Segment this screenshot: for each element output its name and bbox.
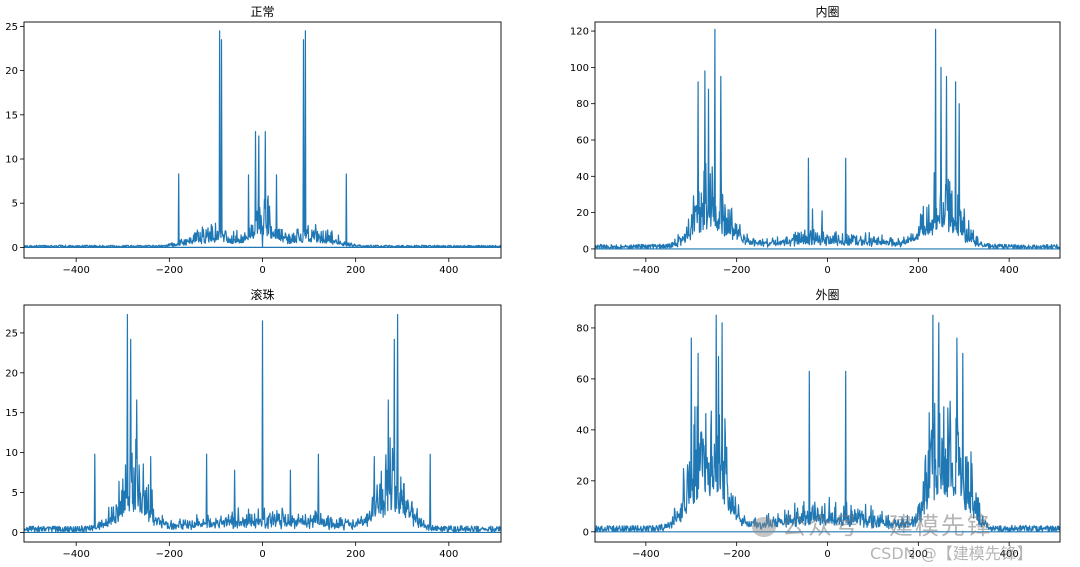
x-tick-label: 0 <box>824 265 830 276</box>
subplot-1: 正常 −400 −200 0 200 400 0 5 10 15 20 25 <box>5 5 502 276</box>
x-tick-label: −400 <box>62 549 89 560</box>
y-tick-label: 100 <box>570 63 589 74</box>
x-tick-label: −400 <box>62 265 89 276</box>
y-tick-label: 0 <box>12 243 18 254</box>
wechat-icon <box>752 517 776 537</box>
y-tick-label: 20 <box>5 66 18 77</box>
x-tick-label: −200 <box>156 549 183 560</box>
y-tick-label: 25 <box>5 22 18 33</box>
y-tick-label: 20 <box>5 368 18 379</box>
y-tick-label: 10 <box>5 448 18 459</box>
x-tick-label: −200 <box>156 265 183 276</box>
subplot-title: 外圈 <box>815 288 839 302</box>
y-tick-label: 25 <box>5 328 18 339</box>
x-tick-label: −400 <box>632 265 659 276</box>
subplot-3: 滚珠 −400 −200 0 200 400 0 5 10 15 20 25 <box>5 287 502 560</box>
series-line <box>23 314 501 533</box>
y-tick-label: 20 <box>576 476 589 487</box>
series-line <box>23 30 502 248</box>
y-tick-label: 0 <box>583 244 589 255</box>
y-tick-label: 15 <box>5 408 18 419</box>
y-tick-label: 10 <box>5 155 18 166</box>
watermark-csdn: CSDN @【建模先锋】 <box>870 544 1033 563</box>
subplot-4: 外圈 −400 −200 0 200 400 0 20 40 60 80 <box>576 288 1061 560</box>
x-tick-label: 0 <box>259 549 265 560</box>
x-tick-label: 400 <box>439 265 458 276</box>
y-tick-label: 5 <box>12 488 18 499</box>
watermark-wechat: 公众号 · 建模先锋 <box>752 506 993 541</box>
x-tick-label: 400 <box>1000 265 1019 276</box>
y-tick-label: 20 <box>576 208 589 219</box>
y-tick-label: 0 <box>583 527 589 538</box>
x-tick-label: 0 <box>824 549 830 560</box>
x-tick-label: 200 <box>909 549 928 560</box>
y-tick-label: 120 <box>570 27 589 38</box>
y-tick-label: 15 <box>5 110 18 121</box>
x-tick-label: 200 <box>346 549 365 560</box>
y-tick-label: 60 <box>576 374 589 385</box>
watermark-line1: 公众号 · 建模先锋 <box>782 512 993 540</box>
x-tick-label: 400 <box>439 549 458 560</box>
series-line <box>594 28 1060 250</box>
y-tick-label: 40 <box>576 172 589 183</box>
y-tick-label: 60 <box>576 136 589 147</box>
y-tick-label: 40 <box>576 425 589 436</box>
x-tick-label: −400 <box>632 549 659 560</box>
x-tick-label: 200 <box>346 265 365 276</box>
y-tick-label: 0 <box>12 528 18 539</box>
y-tick-label: 5 <box>12 199 18 210</box>
axes-frame <box>23 21 502 259</box>
series-line <box>594 314 1061 533</box>
y-tick-label: 80 <box>576 323 589 334</box>
x-tick-label: 400 <box>1000 549 1019 560</box>
x-tick-label: 200 <box>909 265 928 276</box>
subplot-title: 滚珠 <box>250 287 274 302</box>
y-tick-label: 80 <box>576 99 589 110</box>
subplot-title: 内圈 <box>815 5 839 19</box>
x-tick-label: −200 <box>723 549 750 560</box>
x-tick-label: 0 <box>259 265 265 276</box>
axes-frame <box>594 21 1061 259</box>
subplot-title: 正常 <box>250 5 274 19</box>
x-tick-label: −200 <box>723 265 750 276</box>
subplot-2: 内圈 −400 −200 0 200 400 0 20 40 60 80 100 120 <box>570 5 1061 276</box>
